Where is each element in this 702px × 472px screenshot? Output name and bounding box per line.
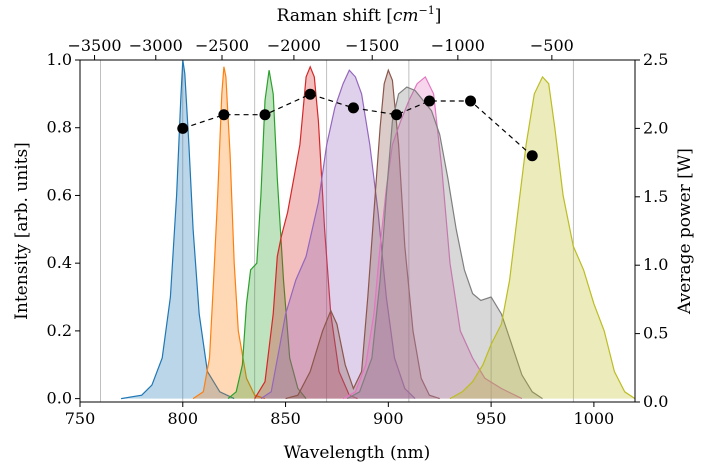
spectrum-line	[192, 66, 266, 400]
y2-tick-label: 1.5	[643, 187, 668, 206]
x-tick-label: 950	[476, 409, 507, 428]
top-tick-label: −3000	[129, 36, 183, 55]
spectrum-area	[121, 60, 235, 399]
y2-tick-label: 2.0	[643, 118, 668, 137]
spectrum-area	[193, 66, 265, 399]
y2-axis-title: Average power [W]	[675, 148, 695, 315]
x-tick-label: 750	[65, 409, 96, 428]
spectrum-line	[260, 69, 416, 400]
power-point	[465, 95, 477, 107]
top-axis-title: Raman shift [cm−1]	[277, 4, 442, 26]
top-tick-label: −3500	[67, 36, 121, 55]
y-tick-label: 0.2	[47, 321, 72, 340]
spectrum-line	[285, 68, 440, 400]
power-point	[391, 109, 403, 121]
spectra-series	[121, 59, 636, 400]
y-tick-label: 0.4	[47, 253, 72, 272]
grid	[100, 60, 574, 402]
y-tick-label: 0.8	[47, 118, 72, 137]
y2-tick-label: 0.5	[643, 324, 668, 343]
top-tick-label: −2000	[267, 36, 321, 55]
y2-tick-label: 1.0	[643, 255, 668, 274]
power-point	[347, 102, 359, 114]
spectrum-area	[228, 70, 307, 399]
y-axis-title: Intensity [arb. units]	[12, 142, 32, 320]
y-tick-label: 0.6	[47, 185, 72, 204]
spectrum-line	[254, 65, 358, 400]
power-point	[218, 109, 230, 121]
plot-frame	[79, 59, 636, 403]
y2-tick-label: 2.5	[643, 50, 668, 69]
spectrum-area	[285, 70, 440, 399]
x-axis-title: Wavelength (nm)	[284, 443, 431, 463]
y-tick-label: 0.0	[47, 389, 72, 408]
spectrum-line	[342, 75, 523, 400]
top-tick-label: −500	[530, 36, 574, 55]
axes: 750 800 850 900 950 1000 0.0 0.2 0.4 0.6 0.8 1.0 0.0…	[47, 36, 669, 428]
top-tick-label: −1000	[431, 36, 485, 55]
top-tick-label: −1500	[345, 36, 399, 55]
power-series	[177, 88, 538, 162]
spectrum-line	[346, 86, 543, 400]
spectrum-area	[254, 66, 358, 399]
y2-tick-label: 0.0	[643, 392, 668, 411]
power-point	[423, 95, 435, 107]
spectrum-area	[450, 76, 635, 399]
spectrum-line	[449, 75, 636, 400]
power-point	[526, 150, 538, 162]
x-tick-label: 900	[373, 409, 404, 428]
x-tick-label: 800	[168, 409, 199, 428]
spectrum-area	[347, 87, 543, 399]
spectrum-line	[227, 70, 307, 400]
power-point	[304, 88, 316, 100]
y-tick-label: 1.0	[47, 50, 72, 69]
x-tick-label: 1000	[574, 409, 615, 428]
x-tick-label: 850	[270, 409, 301, 428]
power-line	[182, 93, 533, 157]
spectrum-area	[343, 76, 522, 399]
power-point	[259, 109, 271, 121]
power-point	[177, 122, 189, 134]
top-tick-label: −2500	[195, 36, 249, 55]
